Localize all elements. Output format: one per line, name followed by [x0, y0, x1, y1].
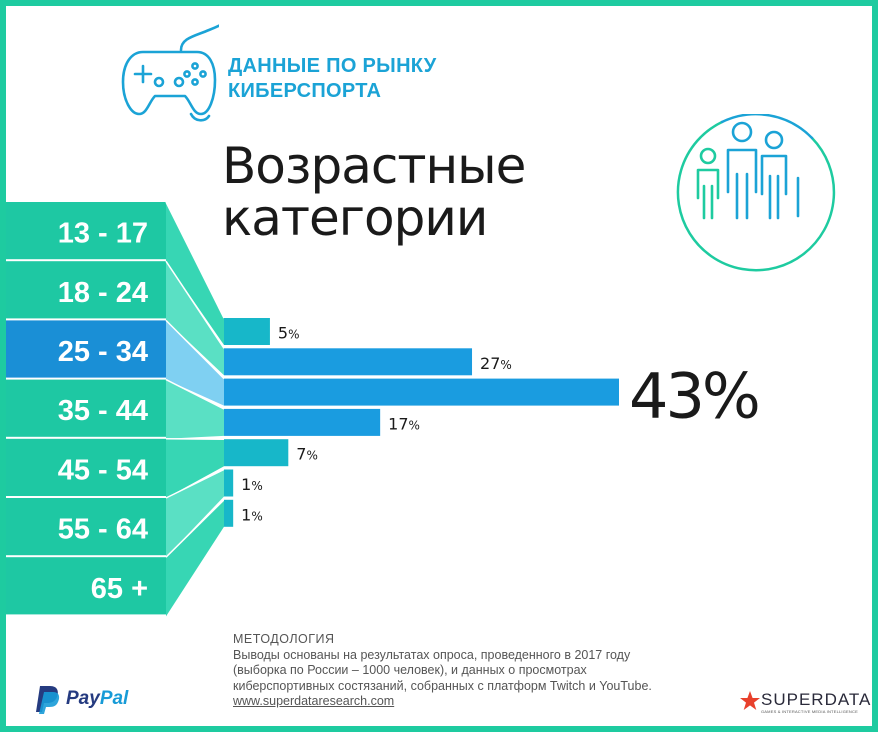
age-band-3 [6, 379, 166, 437]
paypal-pal: Pal [99, 688, 129, 709]
paypal-pay: Pay [66, 688, 100, 709]
bar-2 [224, 378, 619, 406]
bar-5 [224, 469, 234, 497]
value-label-1: 27% [480, 354, 512, 373]
value-number-6: 1 [241, 505, 251, 524]
value-number-1: 27 [480, 354, 500, 373]
funnel-connector-6 [166, 499, 224, 617]
paypal-wordmark: PayPal [66, 688, 128, 710]
age-band-label-4: 45 - 54 [58, 454, 148, 486]
value-unit-4: % [306, 449, 317, 463]
bar-6 [224, 499, 234, 527]
funnel-connector-0 [166, 202, 224, 345]
superdata-tagline: GAMES & INTERACTIVE MEDIA INTELLIGENCE [761, 709, 858, 714]
paypal-logo-icon [36, 686, 60, 714]
connector-edge-3 [165, 378, 225, 410]
age-band-label-2: 25 - 34 [58, 336, 148, 368]
superdata-star-icon [740, 691, 760, 710]
value-unit-2: % [702, 360, 758, 433]
gamepad-icon [121, 24, 219, 122]
superdata-logo: SUPERDATA GAMES & INTERACTIVE MEDIA INTE… [739, 689, 872, 719]
value-label-0: 5% [278, 324, 300, 343]
funnel-connector-1 [166, 261, 224, 376]
header-title-line1: ДАННЫЕ ПО РЫНКУ [228, 55, 437, 77]
methodology-line2: (выборка по России – 1000 человек), и да… [233, 663, 587, 677]
value-number-4: 7 [296, 445, 306, 464]
funnel-connector-2 [166, 320, 224, 406]
bar-4 [224, 439, 289, 467]
value-unit-0: % [288, 328, 299, 342]
connector-edge-5 [165, 468, 225, 499]
methodology-line1: Выводы основаны на результатах опроса, п… [233, 647, 631, 662]
header-title-line2: КИБЕРСПОРТА [228, 80, 382, 102]
methodology-line3: киберспортивных состязаний, собранных с … [233, 678, 652, 693]
family-icon [676, 114, 836, 272]
methodology-title: МЕТОДОЛОГИЯ [233, 632, 335, 646]
methodology-block: МЕТОДОЛОГИЯ Выводы основаны на результат… [233, 632, 703, 710]
age-band-label-3: 35 - 44 [58, 395, 148, 427]
age-band-4 [6, 438, 166, 496]
bar-3 [224, 408, 381, 436]
value-label-4: 7% [296, 445, 318, 464]
value-unit-5: % [251, 479, 262, 493]
value-number-5: 1 [241, 475, 251, 494]
age-band-label-0: 13 - 17 [58, 218, 148, 250]
paypal-logo: PayPal [34, 684, 154, 714]
value-unit-1: % [500, 358, 511, 372]
value-label-5: 1% [241, 475, 263, 494]
bar-0 [224, 318, 270, 345]
bar-1 [224, 348, 473, 376]
age-band-2 [6, 320, 166, 378]
header-title: ДАННЫЕ ПО РЫНКУ КИБЕРСПОРТА [228, 54, 437, 104]
superdata-wordmark: SUPERDATA [761, 690, 872, 709]
funnel-connector-4 [166, 438, 224, 498]
age-band-5 [6, 498, 166, 556]
value-number-2: 43 [629, 360, 702, 433]
connector-edge-0 [165, 201, 225, 319]
value-number-3: 17 [388, 414, 408, 433]
value-unit-3: % [409, 418, 420, 432]
age-band-label-6: 65 + [91, 573, 148, 605]
age-band-0 [6, 202, 166, 260]
funnel-connector-3 [166, 379, 224, 439]
value-label-3: 17% [388, 414, 420, 433]
page-title-line1: Возрастные [222, 137, 526, 195]
value-number-0: 5 [278, 324, 288, 343]
connector-edge-1 [165, 260, 225, 349]
page-title: Возрастные категории [222, 137, 526, 247]
age-band-6 [6, 557, 166, 615]
age-band-1 [6, 261, 166, 319]
connector-edge-6 [165, 499, 225, 558]
page-title-line2: категории [222, 189, 488, 247]
age-band-label-1: 18 - 24 [58, 277, 148, 309]
value-label-2: 43% [629, 360, 758, 433]
age-band-label-5: 55 - 64 [58, 514, 148, 546]
methodology-link[interactable]: www.superdataresearch.com [233, 694, 395, 708]
value-unit-6: % [251, 509, 262, 523]
value-label-6: 1% [241, 505, 263, 524]
connector-edge-2 [165, 319, 225, 380]
